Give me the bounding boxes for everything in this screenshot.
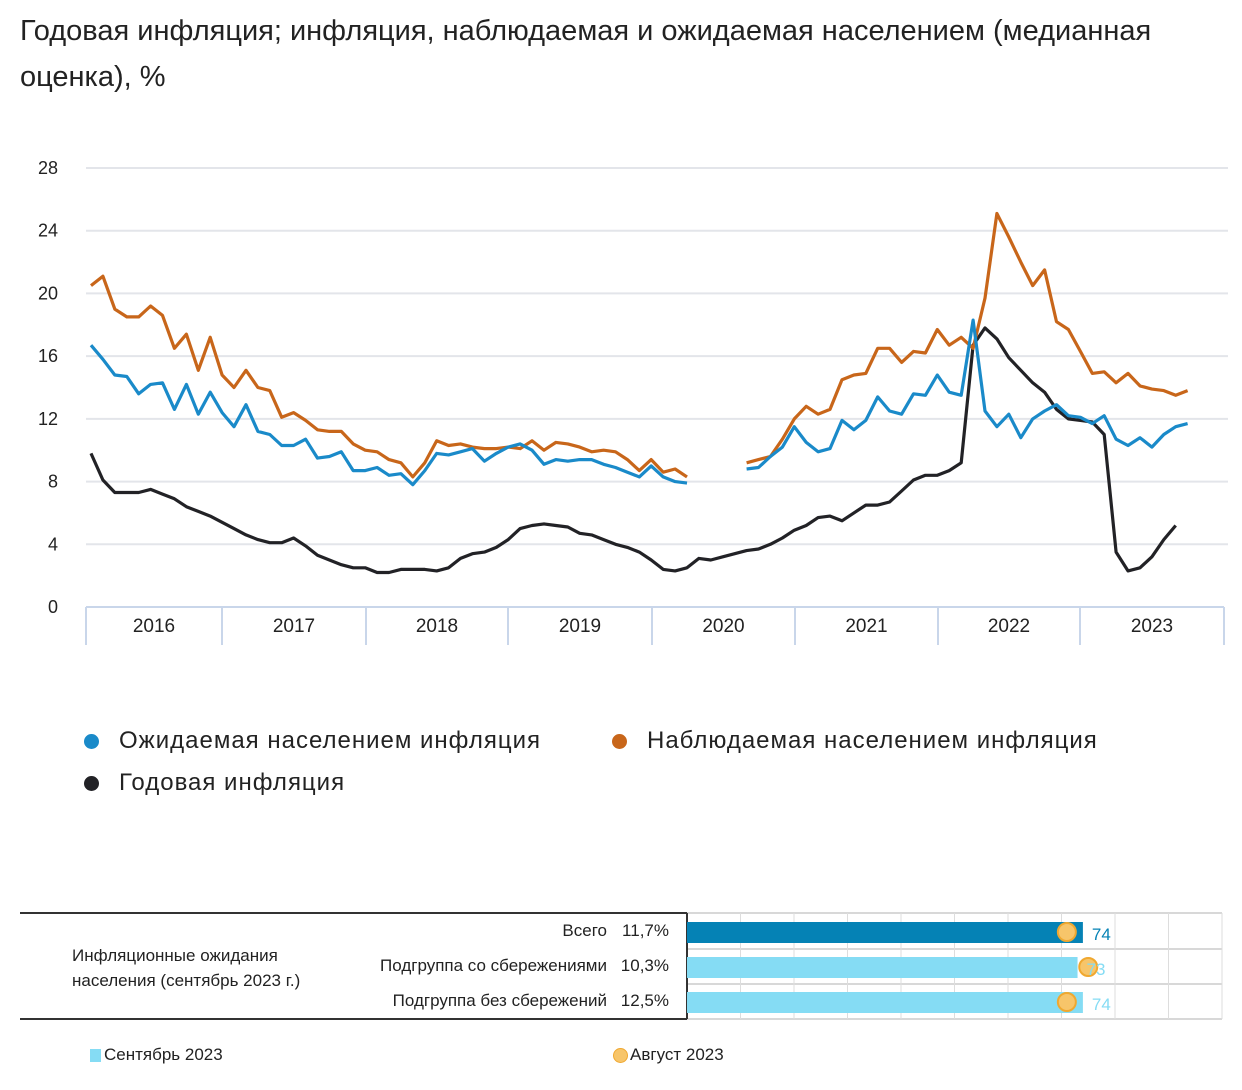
x-tick-label: 2019 [559,616,601,637]
bar-category-label: Подгруппа без сбережений [392,991,607,1010]
legend-item-expected: Ожидаемая населением инфляция [84,727,541,755]
legend-label: Наблюдаемая населением инфляция [647,727,1098,754]
dot-august [1078,957,1099,977]
dot-august [1056,922,1077,942]
y-tick-label: 8 [48,472,58,492]
y-tick-label: 24 [38,221,58,241]
legend-dot-august [613,1047,628,1063]
series-line-inflation [89,326,1177,575]
bar-september [687,922,1083,943]
bar-category-value: 11,7% [622,921,669,940]
bar-legend-august: Август 2023 [613,1045,724,1065]
dot-august [1056,992,1077,1012]
series-line-expected [89,318,1189,487]
y-tick-label: 16 [38,346,58,366]
bar-september [687,957,1078,978]
legend-dot-expected [84,733,99,749]
bar-category-value: 12,5% [620,991,669,1010]
legend-label: Сентябрь 2023 [104,1045,223,1064]
bar-category-value: 10,3% [620,956,669,975]
x-tick-label: 2023 [1131,616,1173,637]
x-tick-label: 2020 [702,616,744,637]
bar-data-label: 73 [1087,960,1106,979]
bar-panel-title: Инфляционные ожидания населения (сентябр… [72,946,301,990]
y-tick-label: 20 [38,283,58,303]
legend-swatch-september [90,1048,101,1062]
bar-category-label: Подгруппа со сбережениями [380,956,607,975]
legend-label: Годовая инфляция [119,769,346,796]
x-tick-label: 2021 [845,616,887,637]
x-tick-label: 2018 [416,616,458,637]
y-tick-label: 0 [48,597,58,617]
bar-data-label: 74 [1092,995,1111,1014]
legend-dot-inflation [84,775,99,791]
x-tick-label: 2022 [988,616,1030,637]
bar-data-label: 74 [1092,925,1111,944]
x-tick-label: 2016 [133,616,175,637]
legend-item-inflation: Годовая инфляция [84,769,345,797]
legend-label: Август 2023 [630,1045,724,1064]
y-tick-label: 4 [48,534,58,554]
legend-item-observed: Наблюдаемая населением инфляция [612,727,1098,755]
legend-dot-observed [612,733,627,749]
legend-label: Ожидаемая населением инфляция [119,727,542,754]
x-tick-label: 2017 [273,616,315,637]
y-tick-label: 12 [38,409,58,429]
bar-september [687,992,1083,1013]
bar-category-label: Всего [562,921,607,940]
bar-legend-september: Сентябрь 2023 [90,1045,223,1065]
series-line-observed [90,211,1189,479]
chart-title: Годовая инфляция; инфляция, наблюдаемая … [20,15,1152,93]
y-tick-label: 28 [38,158,58,178]
